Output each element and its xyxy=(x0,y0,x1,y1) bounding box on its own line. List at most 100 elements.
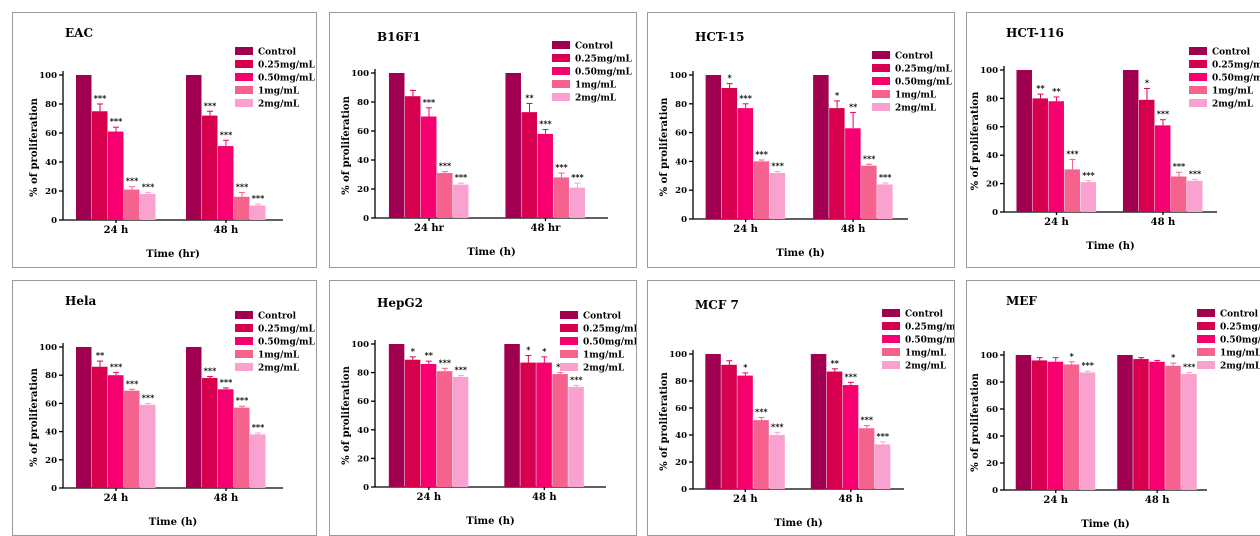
bar-0-25mg-ml-1 xyxy=(521,112,537,218)
significance-label: *** xyxy=(142,392,155,402)
bar-1mg-ml-0 xyxy=(124,390,140,488)
bar-0-50mg-ml-1 xyxy=(842,385,859,489)
legend-label: 0.25mg/mL xyxy=(258,61,316,71)
bar-2mg-ml-0 xyxy=(140,193,156,220)
y-tick-label: 0 xyxy=(992,486,998,496)
legend-label: 1mg/mL xyxy=(1220,349,1260,359)
legend-swatch xyxy=(1197,361,1215,369)
x-axis-label: Time (hr) xyxy=(146,249,200,260)
y-axis-label: % of proliferation xyxy=(341,95,352,194)
x-tick-label: 48 h xyxy=(532,492,557,503)
significance-label: * xyxy=(1171,352,1176,362)
bar-control-1 xyxy=(505,73,521,218)
x-tick-label: 24 h xyxy=(733,224,758,235)
legend-swatch xyxy=(882,348,900,356)
y-tick-label: 40 xyxy=(675,157,687,167)
legend-label: 2mg/mL xyxy=(1212,100,1254,110)
legend-swatch xyxy=(1197,335,1215,343)
bar-control-1 xyxy=(1122,70,1139,212)
bar-control-1 xyxy=(1117,355,1133,490)
legend-label: 2mg/mL xyxy=(258,364,300,374)
bar-0-25mg-ml-0 xyxy=(721,87,738,220)
x-axis-label: Time (h) xyxy=(1086,241,1134,252)
x-axis-label: Time (h) xyxy=(1081,519,1129,530)
legend-swatch xyxy=(1189,86,1207,94)
significance-label: *** xyxy=(845,371,858,381)
legend-label: 0.50mg/mL xyxy=(583,338,637,348)
legend-swatch xyxy=(552,54,570,62)
y-tick-label: 60 xyxy=(357,127,369,137)
bar-control-1 xyxy=(813,75,829,219)
chart-panel-b16f1: B16F1 0 20 40 60 80 100% of proliferation *** **… xyxy=(329,12,637,268)
y-axis-label: % of proliferation xyxy=(659,371,670,470)
bar-2mg-ml-1 xyxy=(568,386,584,487)
legend-label: Control xyxy=(1220,310,1259,320)
bar-control-1 xyxy=(186,75,202,220)
bar-0-25mg-ml-1 xyxy=(826,371,843,489)
legend-label: Control xyxy=(258,312,297,322)
bar-2mg-ml-0 xyxy=(769,435,785,489)
y-tick-label: 0 xyxy=(681,485,687,495)
significance-label: ** xyxy=(1036,83,1045,93)
bar-0-25mg-ml-0 xyxy=(404,359,421,487)
significance-label: *** xyxy=(861,415,874,425)
significance-label: *** xyxy=(1082,170,1095,180)
x-tick-label: 48 h xyxy=(838,494,863,505)
significance-label: *** xyxy=(755,406,768,416)
legend-swatch xyxy=(882,361,900,369)
legend-label: Control xyxy=(583,312,622,322)
bar-control-0 xyxy=(1016,70,1032,212)
bar-2mg-ml-0 xyxy=(1079,372,1096,490)
chart-panel-mcf-7: MCF 7 0 20 40 60 80 100% of proliferation * *** *… xyxy=(647,280,955,536)
legend-label: 1mg/mL xyxy=(258,87,300,97)
legend-swatch xyxy=(1189,60,1207,68)
significance-label: *** xyxy=(877,431,890,441)
significance-label: ** xyxy=(96,350,105,360)
bar-0-50mg-ml-1 xyxy=(536,362,552,487)
y-tick-label: 20 xyxy=(986,459,998,469)
bar-2mg-ml-1 xyxy=(877,184,893,219)
legend-label: Control xyxy=(258,48,297,58)
y-tick-label: 0 xyxy=(363,214,369,224)
legend-swatch xyxy=(235,86,253,94)
bar-control-1 xyxy=(810,354,827,489)
y-tick-label: 60 xyxy=(986,405,998,415)
legend-label: 0.50mg/mL xyxy=(905,336,955,346)
significance-label: *** xyxy=(220,129,233,139)
legend-label: 0.25mg/mL xyxy=(258,325,316,335)
significance-label: *** xyxy=(1157,109,1170,119)
bar-0-25mg-ml-0 xyxy=(1031,360,1048,490)
bar-0-25mg-ml-1 xyxy=(202,378,218,488)
significance-label: *** xyxy=(1081,360,1094,370)
bar-2mg-ml-1 xyxy=(1186,180,1203,212)
significance-label: *** xyxy=(739,93,752,103)
chart-title: MEF xyxy=(1006,294,1037,308)
legend-label: 0.50mg/mL xyxy=(1220,336,1260,346)
legend-swatch xyxy=(235,47,253,55)
significance-label: *** xyxy=(455,364,468,374)
legend-swatch xyxy=(235,363,253,371)
significance-label: * xyxy=(728,73,733,83)
significance-label: * xyxy=(542,346,547,356)
bar-0-50mg-ml-0 xyxy=(737,108,754,219)
legend-swatch xyxy=(1197,309,1215,317)
significance-label: * xyxy=(1070,351,1075,361)
bar-0-50mg-ml-1 xyxy=(218,146,234,220)
y-tick-label: 20 xyxy=(357,185,369,195)
x-tick-label: 24 h xyxy=(104,493,129,504)
legend-swatch xyxy=(560,337,578,345)
significance-label: *** xyxy=(204,100,217,110)
legend-label: 1mg/mL xyxy=(905,349,947,359)
legend-swatch xyxy=(1197,348,1215,356)
bar-1mg-ml-0 xyxy=(753,420,769,489)
bar-control-1 xyxy=(504,344,520,487)
bar-0-25mg-ml-1 xyxy=(1138,99,1155,212)
legend-swatch xyxy=(560,324,578,332)
significance-label: * xyxy=(743,362,748,372)
legend-label: Control xyxy=(895,52,934,62)
significance-label: *** xyxy=(539,119,552,129)
x-tick-label: 48 hr xyxy=(531,223,562,234)
